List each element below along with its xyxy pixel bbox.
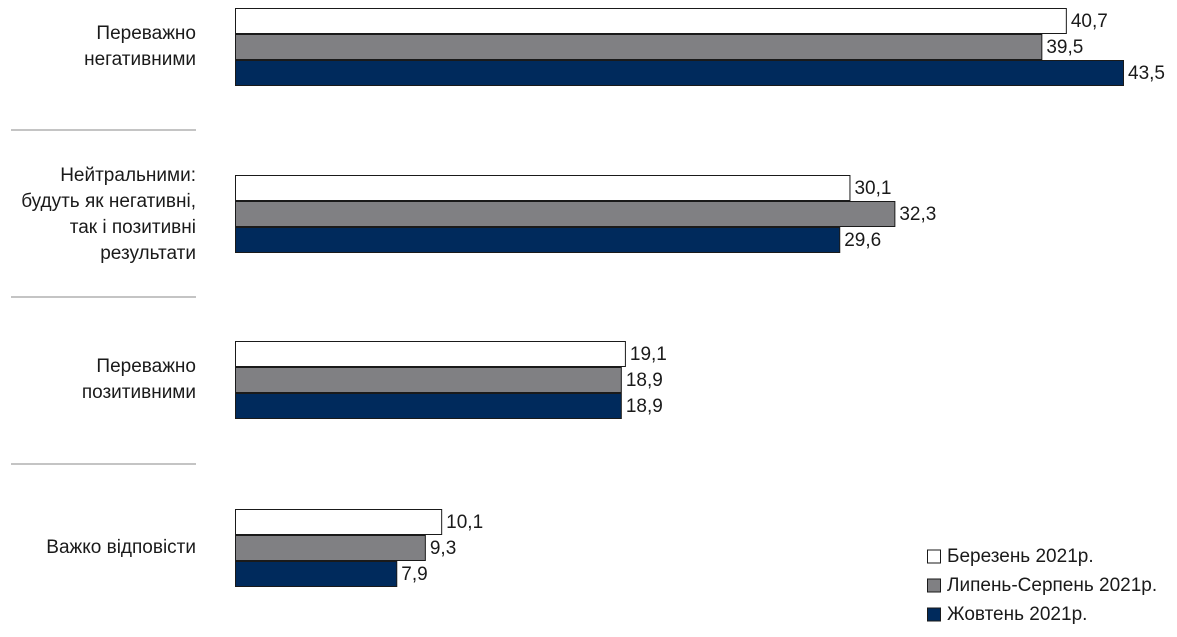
bar [235,201,896,227]
legend-swatch [927,607,941,622]
bar [235,535,426,561]
category-label: позитивними [82,382,196,403]
legend-label: Липень-Серпень 2021р. [947,575,1157,596]
legend-label: Жовтень 2021р. [947,604,1087,625]
bar [235,367,622,393]
bar [235,561,398,587]
category-label: Переважно [96,23,196,44]
bar [235,341,626,367]
category-label: результати [100,243,196,264]
data-label: 40,7 [1071,11,1108,32]
category-label: негативними [84,49,196,70]
data-label: 9,3 [430,538,456,559]
data-label: 29,6 [844,230,881,251]
data-label: 19,1 [630,344,667,365]
legend-swatch [927,549,941,564]
data-label: 18,9 [626,370,663,391]
category-label: Важко відповісти [46,537,196,558]
legend-label: Березень 2021р. [947,546,1094,567]
category-label: будуть як негативні, [21,191,196,212]
bar [235,60,1124,86]
data-label: 18,9 [626,396,663,417]
data-label: 7,9 [401,564,427,585]
bar [235,175,851,201]
bar [235,34,1043,60]
data-label: 32,3 [899,204,936,225]
bar [235,393,622,419]
data-label: 10,1 [446,512,483,533]
category-label: Нейтральними: [60,165,196,186]
bar [235,509,443,535]
bar [235,227,841,253]
data-label: 39,5 [1046,37,1083,58]
category-label: так і позитивні [70,217,196,238]
bar [235,8,1067,34]
legend-swatch [927,578,941,593]
data-label: 30,1 [854,178,891,199]
data-label: 43,5 [1128,63,1165,84]
category-label: Переважно [96,356,196,377]
